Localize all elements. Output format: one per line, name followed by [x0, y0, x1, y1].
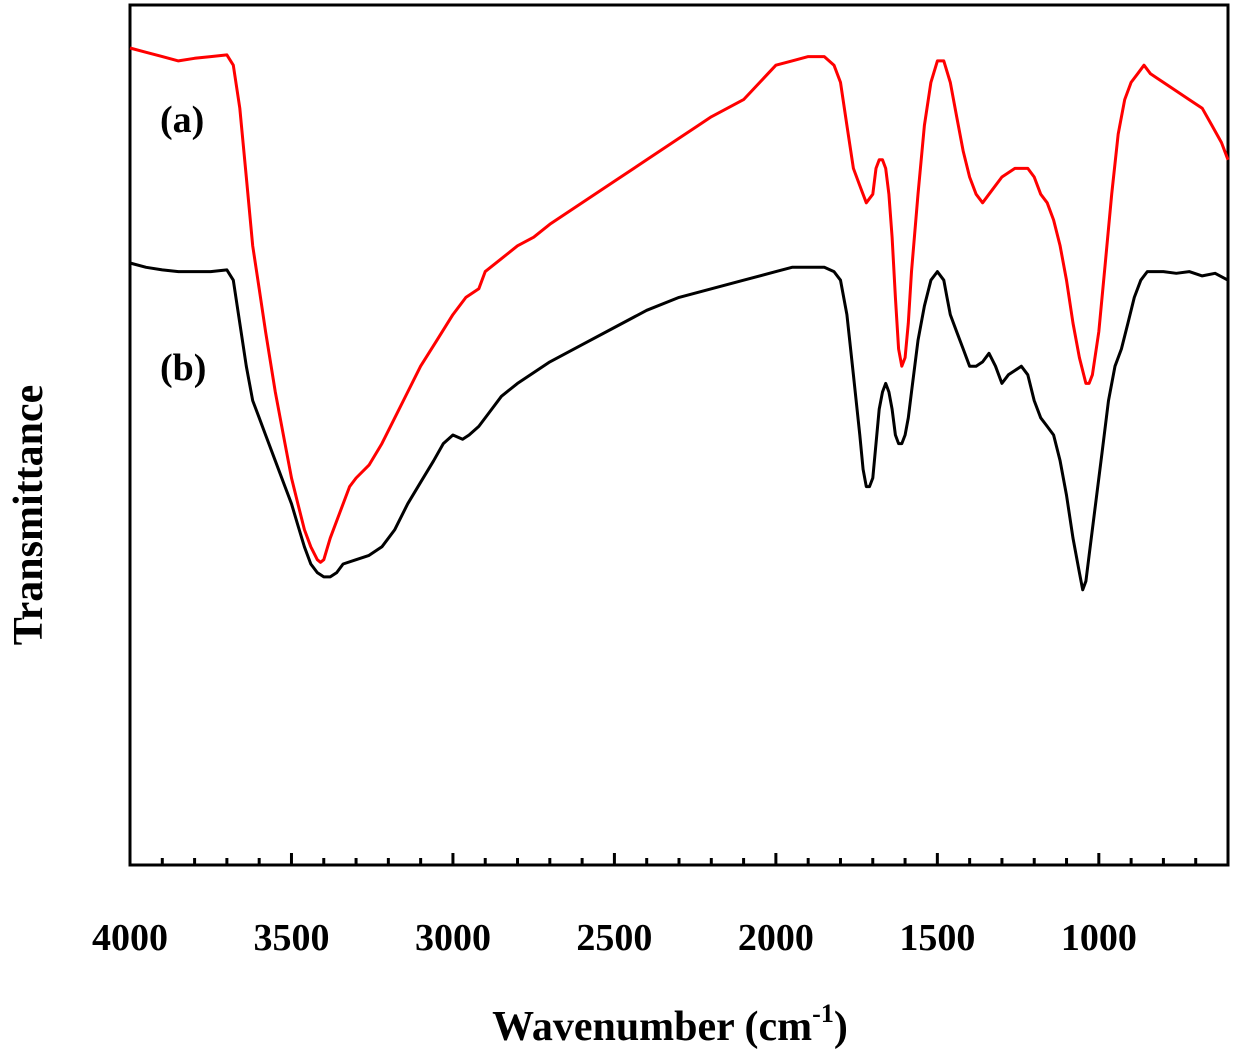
y-axis-title: Transmittance — [6, 385, 52, 646]
x-tick-label: 2000 — [738, 917, 814, 959]
x-axis-ticks — [128, 853, 1230, 865]
x-tick-label: 4000 — [92, 917, 168, 959]
x-tick-label: 1500 — [899, 917, 975, 959]
series-lines — [129, 46, 1230, 592]
plot-frame — [128, 3, 1230, 867]
x-axis-tick-labels: 4000 3500 3000 2500 2000 1500 1000 — [92, 917, 1137, 959]
series-labels: (a) (b) — [160, 99, 206, 389]
x-axis-title: Wavenumber (cm-1) — [492, 999, 848, 1050]
x-tick-label: 1000 — [1061, 917, 1137, 959]
series-label-a: (a) — [160, 99, 204, 141]
x-tick-label: 3000 — [415, 917, 491, 959]
series-line-a — [129, 46, 1230, 564]
series-label-b: (b) — [160, 347, 206, 389]
x-tick-label: 3500 — [253, 917, 329, 959]
series-line-b — [129, 261, 1229, 592]
x-tick-label: 2500 — [576, 917, 652, 959]
